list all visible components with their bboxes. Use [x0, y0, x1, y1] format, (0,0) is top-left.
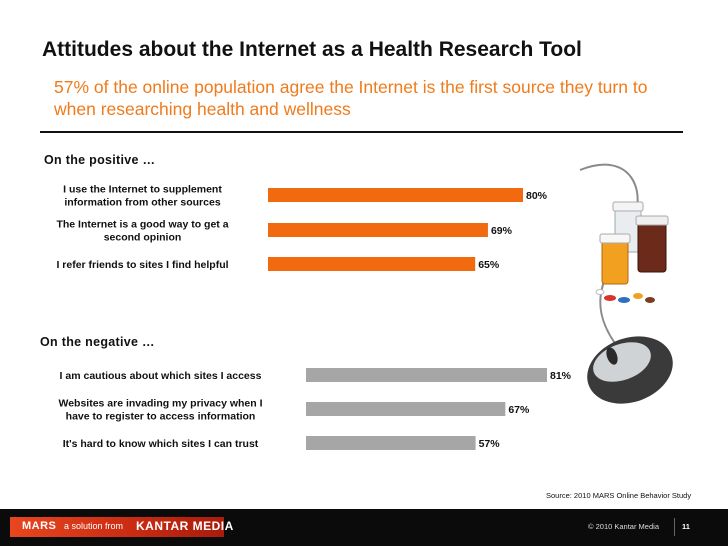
page-number: 11 [682, 522, 690, 531]
computer-mouse-with-pill-bottles-icon [579, 163, 673, 404]
brand-logo [10, 517, 224, 537]
positive-bar-3 [268, 257, 476, 271]
negative-bar-2 [306, 402, 506, 416]
negative-value-label-1: 81% [550, 370, 572, 382]
brand-tagline: a solution from [64, 521, 124, 531]
negative-category-label-1: I am cautious about which sites I access [60, 370, 262, 382]
title-divider [40, 131, 683, 133]
brand-kantar: KANTAR MEDIA [136, 519, 234, 533]
positive-value-label-1: 80% [526, 190, 548, 202]
brand-mars: MARS [22, 520, 57, 532]
negative-value-label-2: 67% [508, 404, 530, 416]
negative-value-label-3: 57% [479, 438, 501, 450]
positive-value-label-2: 69% [491, 225, 513, 237]
bar-charts: 80% I use the Internet to supplement infor… [56, 184, 572, 450]
negative-category-label-3: It's hard to know which sites I can trus… [63, 438, 259, 450]
source-note: Source: 2010 MARS Online Behavior Study [546, 491, 692, 500]
positive-bar-2 [268, 223, 488, 237]
positive-category-label-2: The Internet is a good way to get a secon… [56, 219, 228, 244]
footer-divider [674, 518, 675, 536]
page-title: Attitudes about the Internet as a Health… [42, 38, 582, 61]
positive-section-label: On the positive … [44, 153, 156, 167]
copyright: © 2010 Kantar Media [588, 522, 659, 531]
negative-bar-1 [306, 368, 547, 382]
positive-category-label-3: I refer friends to sites I find helpful [56, 259, 228, 271]
positive-value-label-3: 65% [478, 259, 500, 271]
negative-section-label: On the negative … [40, 335, 155, 349]
negative-bar-3 [306, 436, 476, 450]
positive-bar-1 [268, 188, 523, 202]
page-subtitle: 57% of the online population agree the I… [54, 77, 648, 119]
positive-category-label-1: I use the Internet to supplement informat… [63, 184, 222, 209]
